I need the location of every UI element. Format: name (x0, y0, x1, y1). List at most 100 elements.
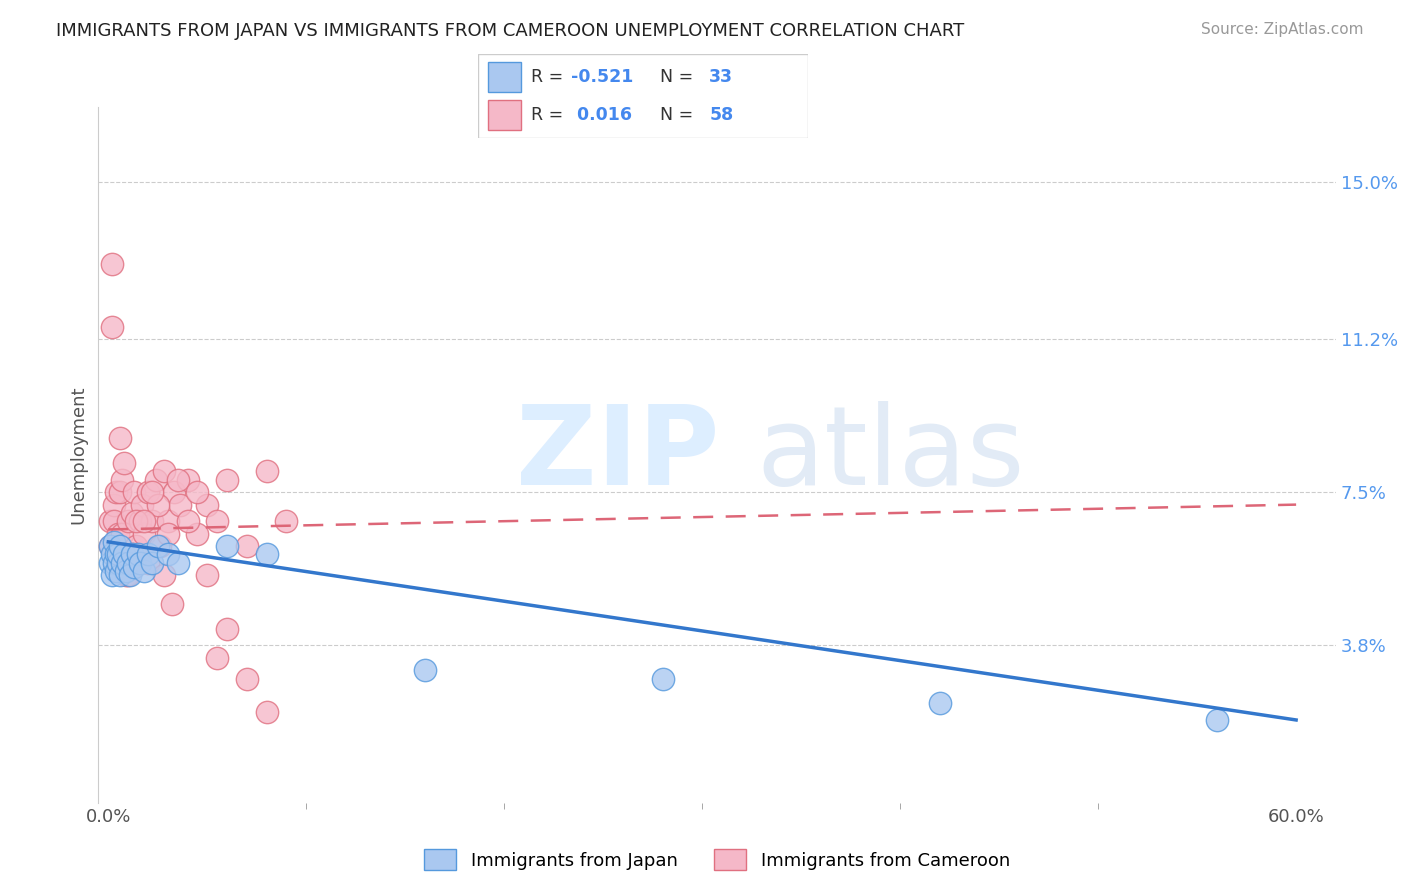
Point (236, 672, 259, 686)
Point (1206, 713, 1229, 727)
Point (103, 498, 125, 512)
Point (256, 465, 278, 479)
Point (105, 547, 128, 561)
Point (107, 547, 129, 561)
Point (163, 485, 186, 500)
Point (115, 564, 138, 578)
Point (160, 597, 183, 611)
Point (117, 568, 139, 582)
Y-axis label: Unemployment: Unemployment (69, 385, 87, 524)
Point (136, 485, 159, 500)
Point (132, 526, 155, 541)
Point (122, 485, 145, 500)
Point (98, 556, 121, 570)
Point (152, 568, 174, 582)
Point (928, 697, 950, 711)
Point (651, 672, 673, 686)
Point (111, 526, 134, 541)
Point (141, 485, 163, 500)
Point (413, 663, 436, 677)
Point (169, 498, 191, 512)
Point (236, 539, 259, 553)
Point (112, 456, 135, 470)
Text: R =: R = (531, 68, 568, 86)
Point (276, 514, 298, 528)
Point (108, 539, 131, 553)
Point (101, 568, 124, 582)
Point (166, 473, 188, 487)
Point (217, 473, 239, 487)
Point (256, 547, 278, 561)
Point (122, 559, 145, 574)
Point (103, 514, 125, 528)
Point (101, 257, 124, 271)
Point (156, 514, 179, 528)
Point (121, 547, 143, 561)
Point (117, 514, 139, 528)
Text: 33: 33 (710, 68, 734, 86)
Point (120, 556, 142, 570)
Point (125, 514, 148, 528)
Point (256, 705, 278, 719)
Point (129, 556, 152, 570)
Point (121, 547, 143, 561)
Point (156, 547, 179, 561)
Point (156, 526, 179, 541)
Text: 58: 58 (710, 106, 734, 124)
Point (112, 547, 135, 561)
Point (107, 556, 129, 570)
Point (105, 564, 128, 578)
Text: R =: R = (531, 106, 568, 124)
Point (141, 556, 163, 570)
Point (108, 568, 131, 582)
Point (101, 319, 124, 334)
Point (205, 514, 228, 528)
Point (103, 556, 125, 570)
Text: atlas: atlas (756, 401, 1025, 508)
Point (131, 498, 153, 512)
Point (108, 485, 131, 500)
Point (186, 526, 208, 541)
Point (176, 473, 198, 487)
Text: N =: N = (659, 106, 699, 124)
Point (107, 556, 129, 570)
Legend: Immigrants from Japan, Immigrants from Cameroon: Immigrants from Japan, Immigrants from C… (416, 842, 1018, 877)
Point (217, 622, 239, 636)
Bar (488, 100, 522, 130)
FancyBboxPatch shape (478, 54, 808, 138)
Point (115, 568, 138, 582)
Point (111, 473, 134, 487)
Point (136, 556, 159, 570)
Point (141, 514, 163, 528)
Text: Source: ZipAtlas.com: Source: ZipAtlas.com (1201, 22, 1364, 37)
Bar (488, 62, 522, 92)
Text: IMMIGRANTS FROM JAPAN VS IMMIGRANTS FROM CAMEROON UNEMPLOYMENT CORRELATION CHART: IMMIGRANTS FROM JAPAN VS IMMIGRANTS FROM… (56, 22, 965, 40)
Point (152, 465, 174, 479)
Point (98, 539, 121, 553)
Text: 0.016: 0.016 (571, 106, 631, 124)
Point (98, 514, 121, 528)
Text: N =: N = (659, 68, 699, 86)
Point (195, 498, 218, 512)
Point (125, 539, 148, 553)
Point (146, 539, 169, 553)
Point (195, 568, 218, 582)
Point (176, 514, 198, 528)
Point (105, 485, 128, 500)
Point (107, 526, 129, 541)
Point (127, 547, 149, 561)
Point (132, 564, 155, 578)
Point (166, 556, 188, 570)
Point (117, 556, 139, 570)
Point (217, 539, 239, 553)
Point (146, 498, 169, 512)
Point (129, 514, 152, 528)
Point (103, 535, 125, 549)
Point (111, 556, 134, 570)
Point (145, 473, 167, 487)
Point (132, 514, 155, 528)
Point (149, 539, 172, 553)
Point (121, 506, 143, 520)
Point (120, 568, 142, 582)
Point (136, 547, 159, 561)
